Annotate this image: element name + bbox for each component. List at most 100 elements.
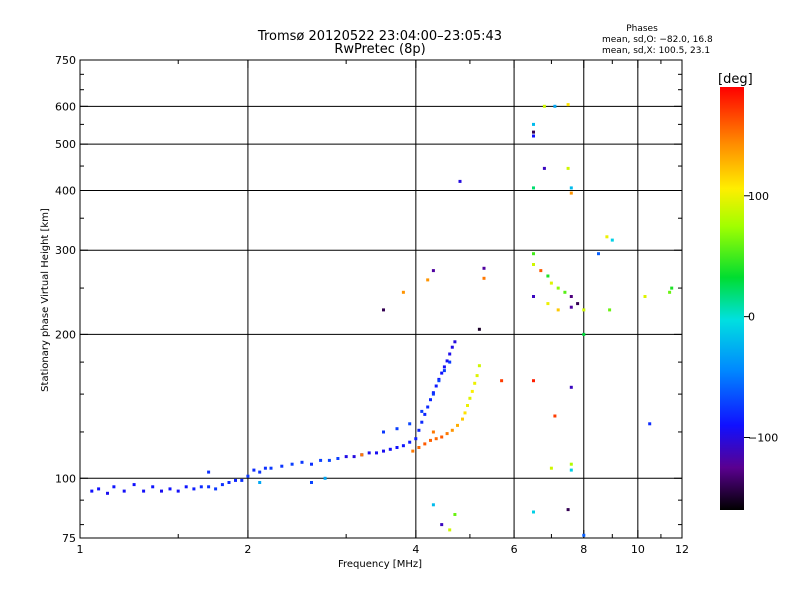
data-point bbox=[456, 423, 459, 427]
data-point bbox=[168, 487, 172, 491]
data-point bbox=[466, 404, 469, 407]
y-tick-label: 400 bbox=[55, 184, 76, 197]
data-point bbox=[532, 510, 535, 514]
data-point bbox=[643, 295, 647, 298]
data-point bbox=[280, 464, 284, 468]
data-point bbox=[610, 238, 614, 242]
data-point bbox=[549, 466, 553, 470]
data-point bbox=[429, 398, 432, 402]
data-point bbox=[199, 485, 203, 489]
y-tick-labels: 75 100 200 300 400 500 600 750 bbox=[55, 54, 76, 545]
data-point bbox=[252, 468, 256, 472]
data-point bbox=[429, 438, 432, 442]
data-point bbox=[431, 392, 435, 396]
data-point bbox=[453, 513, 457, 516]
data-point bbox=[106, 491, 109, 495]
data-point bbox=[214, 487, 218, 491]
data-point bbox=[290, 462, 294, 466]
y-tick-label: 300 bbox=[55, 244, 76, 257]
data-point bbox=[442, 369, 446, 373]
x-tick-label: 12 bbox=[675, 543, 689, 556]
data-point bbox=[470, 389, 474, 393]
y-axis-label: Stationary phase Virtual Height [km] bbox=[40, 208, 51, 392]
data-point bbox=[532, 186, 535, 190]
data-point bbox=[360, 453, 364, 457]
y-tick-label: 600 bbox=[55, 100, 76, 113]
data-point bbox=[319, 458, 323, 462]
data-points bbox=[90, 103, 674, 537]
y-tick-label: 750 bbox=[55, 54, 76, 67]
data-point bbox=[582, 332, 586, 336]
data-point bbox=[431, 430, 435, 434]
data-point bbox=[576, 302, 580, 306]
data-point bbox=[569, 295, 573, 298]
y-tick-label: 75 bbox=[62, 532, 76, 545]
data-point bbox=[468, 396, 472, 400]
data-point bbox=[532, 263, 535, 266]
data-point bbox=[475, 374, 479, 378]
data-point bbox=[448, 528, 452, 532]
data-point bbox=[445, 432, 449, 436]
data-point bbox=[582, 308, 586, 312]
data-point bbox=[597, 252, 600, 256]
phases-header: Phases bbox=[626, 24, 658, 34]
data-point bbox=[423, 412, 427, 416]
data-point bbox=[431, 269, 435, 273]
data-point bbox=[420, 409, 424, 413]
phases-x-stats: mean, sd,X: 100.5, 23.1 bbox=[602, 46, 710, 56]
data-point bbox=[448, 352, 452, 356]
data-point bbox=[450, 345, 454, 349]
data-point bbox=[434, 437, 438, 441]
data-point bbox=[300, 460, 304, 464]
y-tick-label: 500 bbox=[55, 138, 76, 151]
data-point bbox=[382, 308, 385, 312]
data-point bbox=[437, 379, 441, 383]
data-point bbox=[448, 360, 452, 364]
data-point bbox=[670, 286, 674, 290]
data-point bbox=[395, 446, 399, 449]
data-point bbox=[440, 435, 444, 439]
colorbar-tick-label: −100 bbox=[748, 431, 778, 444]
data-point bbox=[566, 166, 570, 170]
data-point bbox=[122, 489, 126, 493]
data-point bbox=[426, 405, 430, 409]
data-point bbox=[382, 449, 385, 453]
data-point bbox=[445, 359, 449, 363]
data-point bbox=[477, 364, 481, 368]
data-point bbox=[90, 489, 94, 493]
x-tick-label: 8 bbox=[580, 543, 587, 556]
colorbar-ticks: 100 0 −100 bbox=[744, 190, 778, 444]
x-tick-label: 6 bbox=[511, 543, 518, 556]
data-point bbox=[310, 481, 313, 484]
grid-lines bbox=[80, 60, 682, 538]
data-point bbox=[207, 470, 211, 474]
data-point bbox=[240, 478, 244, 482]
data-point bbox=[440, 371, 444, 375]
data-point bbox=[532, 379, 535, 383]
data-point bbox=[608, 308, 612, 312]
x-axis-label: Frequency [MHz] bbox=[338, 559, 422, 570]
data-point bbox=[648, 422, 652, 426]
y-tick-label: 200 bbox=[55, 328, 76, 341]
data-point bbox=[97, 487, 101, 491]
data-point bbox=[414, 437, 418, 441]
data-point bbox=[408, 422, 412, 426]
data-point bbox=[434, 384, 438, 388]
data-point bbox=[477, 327, 481, 331]
data-point bbox=[258, 481, 262, 484]
data-point bbox=[227, 481, 231, 484]
data-point bbox=[132, 483, 136, 487]
x-tick-labels: 1 2 4 6 8 10 12 bbox=[77, 543, 690, 556]
colorbar bbox=[720, 87, 744, 510]
data-point bbox=[605, 235, 609, 239]
chart-title: Tromsø 20120522 23:04:00–23:05:43 bbox=[257, 29, 502, 44]
data-point bbox=[532, 134, 535, 138]
data-point bbox=[556, 308, 560, 312]
data-point bbox=[417, 446, 421, 449]
data-point bbox=[549, 281, 553, 285]
data-point bbox=[463, 411, 467, 415]
colorbar-tick-label: 100 bbox=[748, 190, 769, 203]
data-point bbox=[458, 179, 462, 183]
data-point bbox=[310, 462, 313, 466]
